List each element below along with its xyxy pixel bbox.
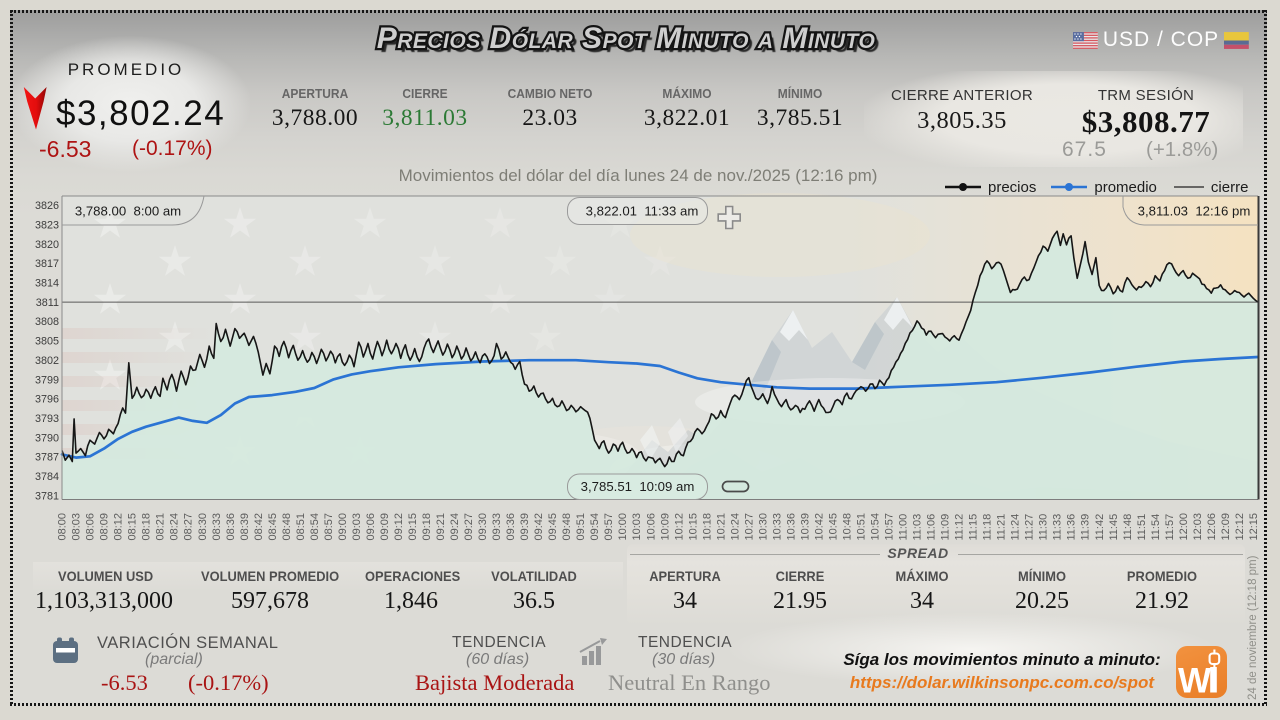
svg-text:W: W: [1178, 662, 1211, 699]
